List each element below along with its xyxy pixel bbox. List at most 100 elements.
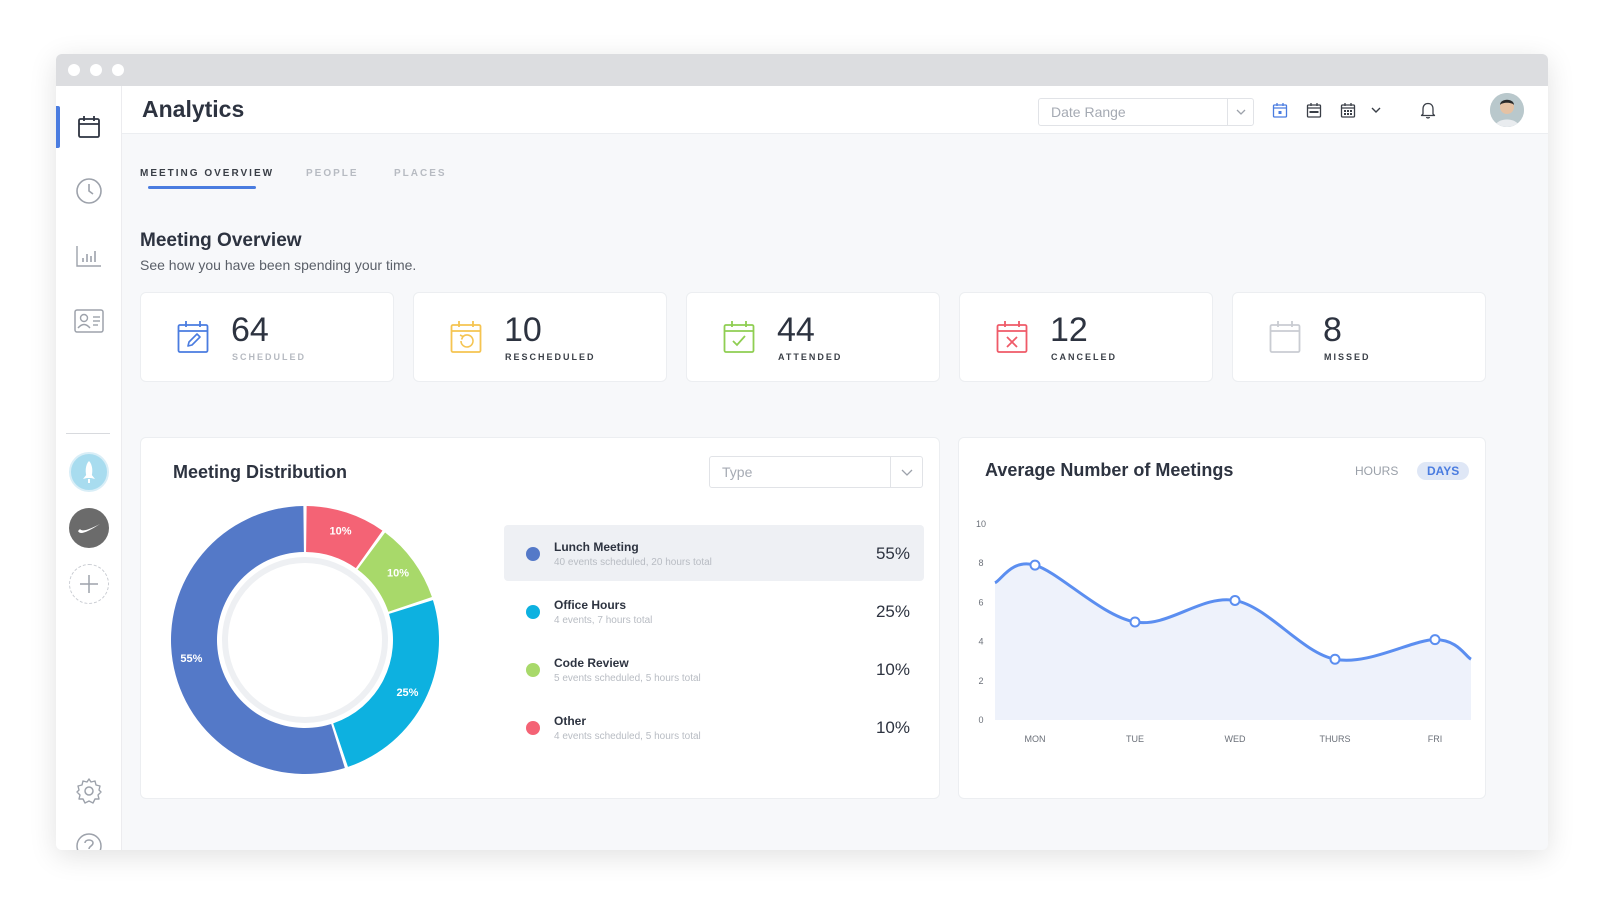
section-subtitle: See how you have been spending your time… bbox=[140, 257, 417, 273]
tab-people[interactable]: PEOPLE bbox=[306, 168, 359, 179]
x-tick-label: WED bbox=[1225, 734, 1246, 744]
stat-card-missed[interactable]: 8 MISSED bbox=[1232, 292, 1486, 382]
y-tick-label: 2 bbox=[978, 676, 983, 686]
settings-button[interactable] bbox=[56, 766, 122, 816]
donut-slice-label: 25% bbox=[396, 687, 418, 699]
view-chevron-down-icon[interactable] bbox=[1366, 100, 1386, 120]
window-dot-close[interactable] bbox=[68, 64, 80, 76]
tab-places[interactable]: PLACES bbox=[394, 168, 447, 179]
rocket-icon bbox=[83, 461, 95, 483]
sidebar bbox=[56, 86, 122, 850]
tab-meeting-overview[interactable]: MEETING OVERVIEW bbox=[140, 168, 275, 179]
area-fill bbox=[995, 563, 1471, 720]
toggle-days[interactable]: DAYS bbox=[1417, 462, 1470, 480]
stat-card-canceled[interactable]: 12 CANCELED bbox=[959, 292, 1213, 382]
sidebar-item-reports[interactable] bbox=[56, 231, 122, 281]
legend-description: 40 events scheduled, 20 hours total bbox=[554, 557, 712, 568]
stat-label: MISSED bbox=[1324, 352, 1371, 362]
legend-row-office-hours[interactable]: Office Hours 4 events, 7 hours total 25% bbox=[504, 583, 924, 639]
chevron-down-icon bbox=[1227, 99, 1253, 125]
donut-slice-label: 55% bbox=[180, 653, 202, 665]
stat-value: 8 bbox=[1323, 311, 1342, 349]
window-dot-maximize[interactable] bbox=[112, 64, 124, 76]
page-title: Analytics bbox=[142, 96, 245, 122]
legend-color-dot bbox=[526, 547, 540, 561]
bar-chart-icon bbox=[76, 246, 101, 267]
bell-icon[interactable] bbox=[1418, 100, 1438, 120]
data-point-fri[interactable] bbox=[1429, 634, 1441, 646]
stat-card-rescheduled[interactable]: 10 RESCHEDULED bbox=[413, 292, 667, 382]
legend-row-lunch-meeting[interactable]: Lunch Meeting 40 events scheduled, 20 ho… bbox=[504, 525, 924, 581]
legend-name: Lunch Meeting bbox=[554, 540, 639, 554]
panel-title: Average Number of Meetings bbox=[985, 460, 1234, 480]
type-select[interactable]: Type bbox=[709, 456, 923, 488]
sidebar-item-contacts[interactable] bbox=[56, 296, 122, 346]
stat-value: 12 bbox=[1050, 311, 1088, 349]
legend-description: 4 events scheduled, 5 hours total bbox=[554, 731, 701, 742]
window-dot-minimize[interactable] bbox=[90, 64, 102, 76]
sidebar-divider bbox=[66, 433, 110, 434]
legend-percent: 10% bbox=[875, 718, 910, 737]
legend-name: Code Review bbox=[554, 656, 629, 670]
chevron-down-icon bbox=[890, 457, 922, 487]
legend-description: 4 events, 7 hours total bbox=[554, 615, 653, 626]
calendar-edit-icon bbox=[177, 321, 209, 353]
panel-title: Meeting Distribution bbox=[173, 462, 347, 482]
average-meetings-line-chart: 0 2 4 6 8 10 MON TUE WED THURS FRI bbox=[976, 519, 1472, 744]
data-point-wed[interactable] bbox=[1229, 594, 1241, 606]
data-point-thurs[interactable] bbox=[1329, 653, 1341, 665]
donut-slice-label: 10% bbox=[387, 567, 409, 579]
stat-value: 44 bbox=[777, 311, 815, 349]
legend-color-dot bbox=[526, 663, 540, 677]
add-org-button[interactable] bbox=[69, 564, 109, 604]
legend-row-code-review[interactable]: Code Review 5 events scheduled, 5 hours … bbox=[504, 641, 924, 697]
date-range-select[interactable]: Date Range bbox=[1038, 98, 1254, 126]
date-range-placeholder: Date Range bbox=[1051, 104, 1126, 120]
clock-icon bbox=[76, 178, 102, 204]
legend-row-other[interactable]: Other 4 events scheduled, 5 hours total … bbox=[504, 699, 924, 755]
x-tick-label: THURS bbox=[1320, 734, 1351, 744]
data-point-tue[interactable] bbox=[1129, 616, 1141, 628]
stat-card-scheduled[interactable]: 64 SCHEDULED bbox=[140, 292, 394, 382]
gear-icon bbox=[76, 778, 102, 804]
y-tick-label: 6 bbox=[978, 597, 983, 607]
toggle-hours[interactable]: HOURS bbox=[1355, 464, 1399, 478]
legend-name: Office Hours bbox=[554, 598, 627, 612]
donut-slice-other[interactable] bbox=[306, 506, 383, 569]
donut-slice-lunch-meeting[interactable] bbox=[171, 506, 345, 774]
legend-color-dot bbox=[526, 721, 540, 735]
org-swoosh[interactable] bbox=[69, 508, 109, 548]
legend-percent: 55% bbox=[875, 544, 910, 563]
stat-card-attended[interactable]: 44 ATTENDED bbox=[686, 292, 940, 382]
calendar-day-icon[interactable] bbox=[1270, 100, 1290, 120]
calendar-icon bbox=[78, 116, 100, 138]
contact-card-icon bbox=[74, 309, 104, 333]
app-window: Analytics Date Range MEETING OVERVIEW PE… bbox=[56, 54, 1548, 850]
legend-percent: 10% bbox=[875, 660, 910, 679]
donut-slice-label: 10% bbox=[330, 526, 352, 538]
calendar-month-icon[interactable] bbox=[1338, 100, 1358, 120]
y-tick-label: 10 bbox=[976, 519, 986, 529]
plus-icon bbox=[80, 575, 98, 593]
legend-name: Other bbox=[554, 714, 587, 728]
calendar-week-icon[interactable] bbox=[1304, 100, 1324, 120]
sidebar-item-clock[interactable] bbox=[56, 166, 122, 216]
stat-label: ATTENDED bbox=[778, 352, 843, 362]
y-tick-label: 0 bbox=[978, 715, 983, 725]
type-placeholder: Type bbox=[722, 464, 753, 480]
active-tab-indicator bbox=[148, 186, 256, 189]
data-point-mon[interactable] bbox=[1029, 559, 1041, 571]
help-icon bbox=[76, 833, 102, 850]
title-bar bbox=[56, 54, 1548, 86]
donut-slice-code-review[interactable] bbox=[357, 532, 432, 612]
help-button[interactable] bbox=[56, 821, 122, 850]
donut-slice-office-hours[interactable] bbox=[333, 600, 440, 767]
user-avatar[interactable] bbox=[1490, 93, 1524, 127]
average-meetings-panel: Average Number of Meetings HOURS DAYS 0 2… bbox=[958, 437, 1486, 799]
legend-description: 5 events scheduled, 5 hours total bbox=[554, 673, 701, 684]
x-tick-label: MON bbox=[1025, 734, 1046, 744]
sidebar-item-calendar[interactable] bbox=[56, 102, 122, 152]
calendar-check-icon bbox=[723, 321, 755, 353]
org-rocket[interactable] bbox=[69, 452, 109, 492]
stat-value: 10 bbox=[504, 311, 542, 349]
